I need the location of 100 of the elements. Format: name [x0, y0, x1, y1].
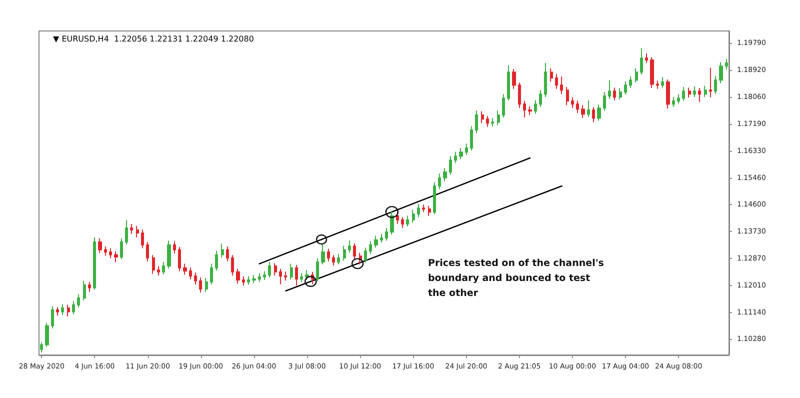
candlestick — [635, 68, 638, 84]
candlestick — [56, 306, 59, 316]
candlestick — [502, 94, 505, 118]
candlestick — [305, 270, 309, 280]
candlestick — [704, 85, 707, 98]
candlestick — [672, 96, 675, 108]
candlestick — [656, 80, 659, 90]
candlestick — [714, 75, 717, 94]
candlestick — [406, 215, 409, 227]
candlestick — [629, 76, 632, 88]
candlestick — [497, 110, 500, 126]
candlestick — [109, 248, 112, 259]
candlestick — [279, 268, 282, 285]
candlestick — [221, 243, 224, 258]
candlestick — [114, 250, 118, 263]
candlestick — [205, 278, 208, 292]
candlestick — [98, 238, 102, 254]
candlestick — [189, 267, 192, 280]
candlestick — [666, 79, 670, 110]
candlestick — [61, 304, 64, 316]
candlestick — [428, 205, 431, 216]
candlestick — [412, 209, 415, 224]
candlestick — [560, 76, 563, 95]
candlestick — [93, 236, 96, 290]
candlestick — [141, 229, 144, 249]
candlestick — [693, 86, 696, 98]
candlestick — [422, 204, 425, 213]
candlestick — [290, 263, 293, 280]
candlestick — [236, 268, 240, 284]
candlestick — [544, 62, 547, 98]
candlestick — [401, 216, 404, 229]
candlestick — [162, 261, 165, 275]
candlestick — [645, 52, 648, 64]
candlestick — [242, 276, 245, 286]
candlestick — [640, 48, 643, 76]
chart-title: ▼ EURUSD,H4 1.22056 1.22131 1.22049 1.22080 — [53, 34, 254, 44]
candlestick — [88, 281, 91, 292]
candlestick — [507, 64, 510, 101]
candlestick — [199, 277, 202, 293]
candlestick — [77, 294, 80, 308]
candlestick — [518, 82, 521, 109]
candlestick — [528, 106, 532, 116]
candlestick — [603, 92, 606, 112]
candlestick — [268, 261, 271, 278]
candlestick — [343, 245, 346, 262]
candlestick — [226, 246, 229, 262]
candlestick — [173, 240, 176, 254]
candlestick — [417, 204, 420, 218]
candlestick — [178, 246, 181, 272]
candlestick — [566, 86, 569, 106]
candlestick — [449, 156, 452, 176]
candlestick — [550, 68, 553, 82]
candlestick — [555, 73, 558, 90]
candlestick — [608, 80, 611, 100]
candlestick — [486, 115, 489, 128]
candlestick — [698, 87, 701, 102]
candlestick — [284, 271, 287, 282]
candlestick — [364, 247, 367, 264]
candlestick — [136, 225, 139, 238]
candlestick — [321, 243, 325, 265]
candlestick — [475, 110, 478, 134]
candlestick — [369, 240, 372, 254]
candlestick — [263, 270, 266, 280]
candlestick — [167, 240, 171, 269]
candlestick — [539, 90, 542, 108]
candlestick — [295, 264, 298, 286]
candlestick — [45, 322, 49, 348]
candlestick — [438, 173, 441, 190]
candlestick — [688, 87, 691, 98]
candlestick — [120, 238, 123, 260]
candlestick — [83, 280, 86, 302]
candlestick — [72, 300, 75, 315]
candlestick — [433, 182, 436, 215]
candlestick — [385, 228, 388, 242]
candlestick — [592, 106, 595, 123]
candlestick — [327, 248, 330, 262]
candlestick — [576, 100, 579, 114]
candlestick — [67, 304, 70, 317]
candlestick — [316, 258, 319, 282]
candlestick — [258, 272, 261, 282]
candlestick — [465, 143, 468, 156]
candlestick — [581, 104, 585, 119]
candlestick — [215, 250, 218, 272]
candlestick — [491, 118, 494, 127]
candlestick — [104, 246, 107, 256]
candlestick — [146, 242, 149, 262]
candlestick — [353, 242, 356, 260]
candlestick — [374, 235, 378, 248]
candlestick — [587, 100, 590, 118]
annotation: Prices tested on of the channel's boundary and bounced to test the other — [428, 258, 608, 299]
candlestick — [130, 223, 133, 234]
candlestick — [332, 254, 335, 266]
candlestick — [337, 253, 340, 265]
candlestick — [454, 151, 457, 164]
candlestick — [348, 240, 351, 254]
candlestick — [682, 86, 685, 102]
candlestick — [252, 274, 256, 284]
candlestick — [157, 266, 160, 276]
candlestick — [624, 80, 627, 95]
candlestick — [677, 94, 680, 104]
